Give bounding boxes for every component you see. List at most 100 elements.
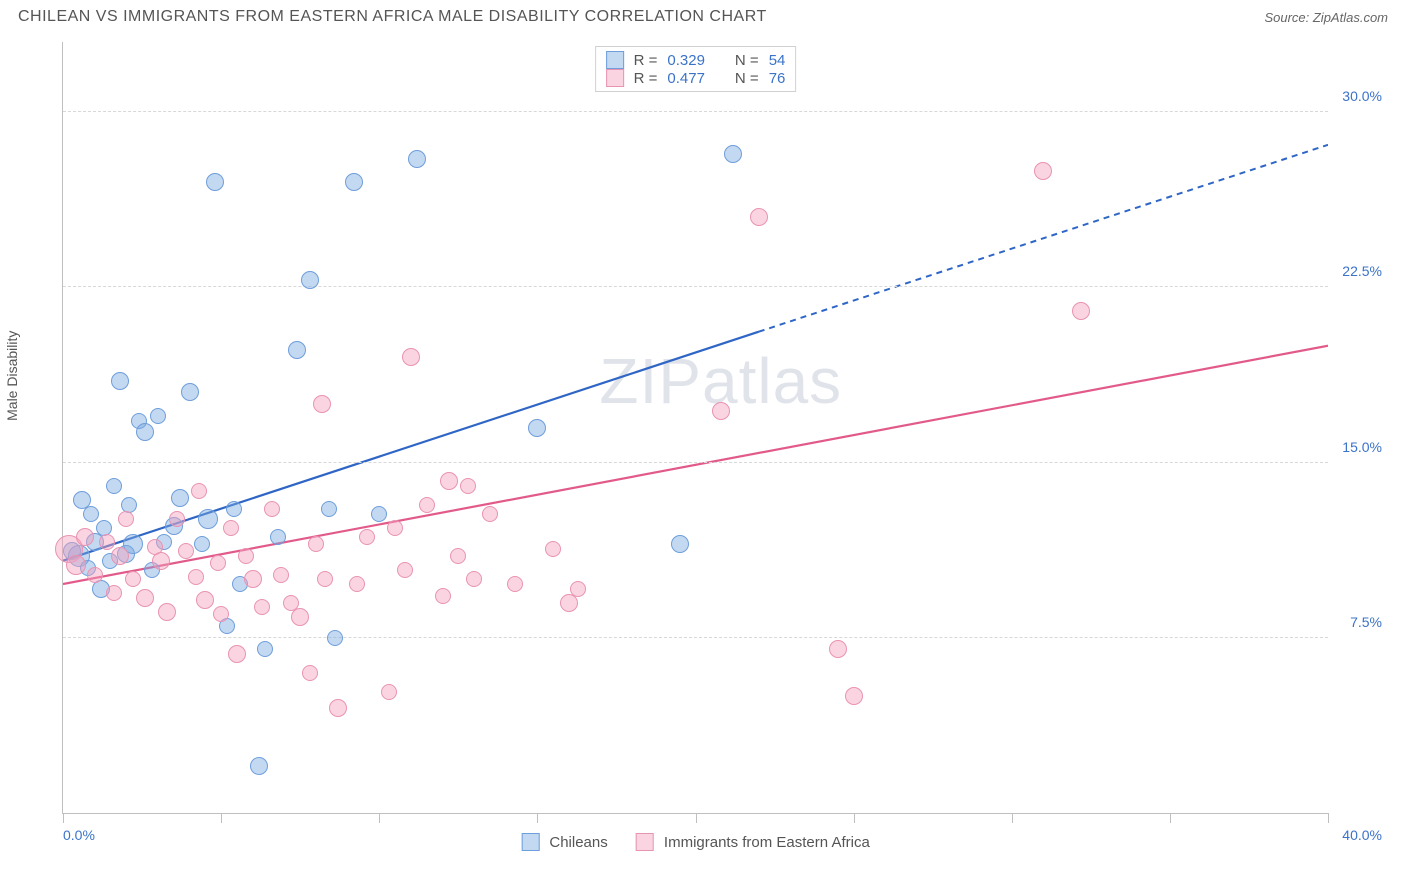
- data-point: [136, 423, 154, 441]
- data-point: [152, 552, 170, 570]
- data-point: [440, 472, 458, 490]
- data-point: [1034, 162, 1052, 180]
- gridline: [63, 286, 1328, 287]
- data-point: [254, 599, 270, 615]
- data-point: [317, 571, 333, 587]
- gridline: [63, 462, 1328, 463]
- legend-swatch-eastern-africa: [606, 69, 624, 87]
- x-tick: [221, 813, 222, 823]
- data-point: [460, 478, 476, 494]
- legend-row-eastern-africa: R = 0.477 N = 76: [606, 69, 786, 87]
- data-point: [136, 589, 154, 607]
- data-point: [150, 408, 166, 424]
- data-point: [302, 665, 318, 681]
- data-point: [288, 341, 306, 359]
- data-point: [66, 555, 86, 575]
- data-point: [345, 173, 363, 191]
- data-point: [238, 548, 254, 564]
- data-point: [188, 569, 204, 585]
- data-point: [171, 489, 189, 507]
- data-point: [327, 630, 343, 646]
- data-point: [111, 547, 129, 565]
- data-point: [408, 150, 426, 168]
- data-point: [196, 591, 214, 609]
- legend-item-chileans: Chileans: [521, 833, 608, 851]
- data-point: [313, 395, 331, 413]
- data-point: [829, 640, 847, 658]
- y-tick-label: 30.0%: [1342, 88, 1382, 104]
- data-point: [419, 497, 435, 513]
- legend-swatch-chileans: [606, 51, 624, 69]
- data-point: [118, 511, 134, 527]
- data-point: [181, 383, 199, 401]
- chart-title: CHILEAN VS IMMIGRANTS FROM EASTERN AFRIC…: [18, 8, 767, 26]
- n-prefix: N =: [735, 70, 759, 87]
- data-point: [750, 208, 768, 226]
- data-point: [223, 520, 239, 536]
- data-point: [198, 509, 218, 529]
- series-legend: Chileans Immigrants from Eastern Africa: [521, 833, 870, 851]
- x-tick: [379, 813, 380, 823]
- data-point: [111, 372, 129, 390]
- legend-item-eastern-africa: Immigrants from Eastern Africa: [636, 833, 870, 851]
- data-point: [545, 541, 561, 557]
- data-point: [178, 543, 194, 559]
- data-point: [528, 419, 546, 437]
- gridline: [63, 637, 1328, 638]
- data-point: [724, 145, 742, 163]
- data-point: [273, 567, 289, 583]
- correlation-legend: R = 0.329 N = 54 R = 0.477 N = 76: [595, 46, 797, 92]
- data-point: [435, 588, 451, 604]
- data-point: [264, 501, 280, 517]
- x-tick: [63, 813, 64, 823]
- x-tick: [1170, 813, 1171, 823]
- legend-swatch-eastern-africa: [636, 833, 654, 851]
- y-tick-label: 7.5%: [1350, 614, 1382, 630]
- trend-lines: [63, 42, 1328, 813]
- data-point: [291, 608, 309, 626]
- data-point: [270, 529, 286, 545]
- data-point: [83, 506, 99, 522]
- r-prefix: R =: [634, 70, 658, 87]
- gridline: [63, 111, 1328, 112]
- data-point: [206, 173, 224, 191]
- r-value-eastern-africa: 0.477: [667, 70, 705, 87]
- data-point: [244, 570, 262, 588]
- data-point: [402, 348, 420, 366]
- data-point: [329, 699, 347, 717]
- data-point: [1072, 302, 1090, 320]
- data-point: [226, 501, 242, 517]
- x-tick: [854, 813, 855, 823]
- data-point: [570, 581, 586, 597]
- data-point: [507, 576, 523, 592]
- y-tick-label: 15.0%: [1342, 439, 1382, 455]
- data-point: [191, 483, 207, 499]
- data-point: [250, 757, 268, 775]
- data-point: [106, 478, 122, 494]
- x-axis-min-label: 0.0%: [63, 827, 95, 843]
- x-tick: [1328, 813, 1329, 823]
- x-axis-max-label: 40.0%: [1342, 827, 1382, 843]
- y-axis-label: Male Disability: [4, 331, 20, 421]
- data-point: [169, 511, 185, 527]
- x-tick: [537, 813, 538, 823]
- data-point: [466, 571, 482, 587]
- data-point: [381, 684, 397, 700]
- legend-label-chileans: Chileans: [549, 834, 607, 851]
- data-point: [712, 402, 730, 420]
- r-value-chileans: 0.329: [667, 52, 705, 69]
- data-point: [671, 535, 689, 553]
- data-point: [87, 567, 103, 583]
- data-point: [301, 271, 319, 289]
- data-point: [321, 501, 337, 517]
- n-value-eastern-africa: 76: [769, 70, 786, 87]
- x-tick: [696, 813, 697, 823]
- legend-label-eastern-africa: Immigrants from Eastern Africa: [664, 834, 870, 851]
- y-tick-label: 22.5%: [1342, 263, 1382, 279]
- legend-row-chileans: R = 0.329 N = 54: [606, 51, 786, 69]
- data-point: [359, 529, 375, 545]
- data-point: [257, 641, 273, 657]
- n-value-chileans: 54: [769, 52, 786, 69]
- data-point: [125, 571, 141, 587]
- data-point: [387, 520, 403, 536]
